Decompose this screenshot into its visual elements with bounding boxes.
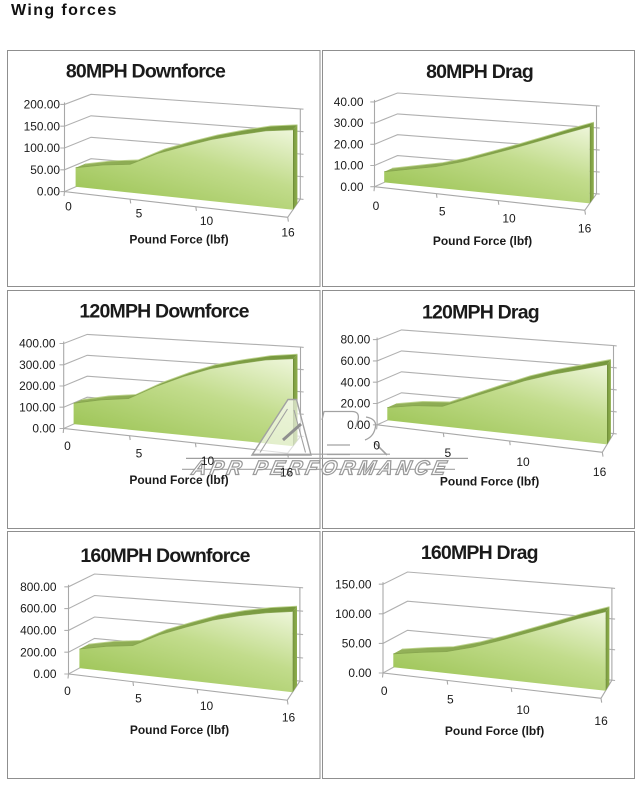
svg-text:160MPH Downforce: 160MPH Downforce xyxy=(80,545,250,567)
svg-text:16: 16 xyxy=(578,222,592,236)
svg-text:400.00: 400.00 xyxy=(19,337,56,351)
svg-text:5: 5 xyxy=(136,447,143,461)
svg-text:5: 5 xyxy=(439,204,446,218)
svg-text:5: 5 xyxy=(135,692,142,706)
svg-text:16: 16 xyxy=(280,466,294,480)
svg-text:600.00: 600.00 xyxy=(20,602,57,616)
svg-text:30.00: 30.00 xyxy=(334,116,364,130)
svg-text:0.00: 0.00 xyxy=(347,418,371,432)
svg-text:Pound Force (lbf): Pound Force (lbf) xyxy=(445,724,544,738)
svg-text:100.00: 100.00 xyxy=(335,607,372,621)
svg-text:120MPH Downforce: 120MPH Downforce xyxy=(79,301,249,323)
svg-text:20.00: 20.00 xyxy=(341,397,371,411)
svg-text:40.00: 40.00 xyxy=(341,375,371,389)
svg-text:APR PERFORMANCE: APR PERFORMANCE xyxy=(189,458,452,480)
svg-text:100.00: 100.00 xyxy=(19,400,56,414)
svg-text:10: 10 xyxy=(200,214,214,228)
svg-text:80MPH Drag: 80MPH Drag xyxy=(426,61,533,83)
svg-text:100.00: 100.00 xyxy=(24,141,61,155)
svg-text:120MPH Drag: 120MPH Drag xyxy=(422,302,539,324)
svg-text:50.00: 50.00 xyxy=(30,163,60,177)
svg-text:400.00: 400.00 xyxy=(20,624,57,638)
svg-text:60.00: 60.00 xyxy=(341,354,371,368)
svg-text:0: 0 xyxy=(64,684,71,698)
svg-text:40.00: 40.00 xyxy=(334,95,364,109)
svg-text:16: 16 xyxy=(594,714,608,728)
svg-text:10: 10 xyxy=(502,212,516,226)
svg-text:200.00: 200.00 xyxy=(20,645,57,659)
svg-text:0.00: 0.00 xyxy=(348,666,372,680)
svg-text:0: 0 xyxy=(373,438,380,452)
svg-text:0: 0 xyxy=(373,199,380,213)
svg-text:80MPH Downforce: 80MPH Downforce xyxy=(66,61,226,83)
svg-text:0: 0 xyxy=(65,200,72,214)
svg-text:800.00: 800.00 xyxy=(20,580,57,594)
svg-text:200.00: 200.00 xyxy=(19,379,56,393)
svg-text:10.00: 10.00 xyxy=(334,159,364,173)
svg-text:0.00: 0.00 xyxy=(37,185,61,199)
svg-text:10: 10 xyxy=(200,699,214,713)
svg-text:10: 10 xyxy=(516,455,530,469)
svg-text:Pound Force (lbf): Pound Force (lbf) xyxy=(129,233,228,247)
svg-text:150.00: 150.00 xyxy=(335,577,372,591)
svg-text:Pound Force (lbf): Pound Force (lbf) xyxy=(433,234,532,248)
svg-text:5: 5 xyxy=(445,446,452,460)
svg-text:Pound Force (lbf): Pound Force (lbf) xyxy=(440,475,539,489)
svg-text:10: 10 xyxy=(201,454,215,468)
svg-text:0: 0 xyxy=(64,439,71,453)
svg-text:50.00: 50.00 xyxy=(342,637,372,651)
svg-text:200.00: 200.00 xyxy=(24,98,61,112)
svg-text:5: 5 xyxy=(447,693,454,707)
svg-text:80.00: 80.00 xyxy=(341,333,371,347)
svg-text:160MPH Drag: 160MPH Drag xyxy=(421,542,538,564)
svg-text:150.00: 150.00 xyxy=(24,119,61,133)
svg-text:0.00: 0.00 xyxy=(32,422,56,436)
svg-text:Pound Force (lbf): Pound Force (lbf) xyxy=(129,473,228,487)
svg-text:10: 10 xyxy=(516,703,530,717)
svg-text:20.00: 20.00 xyxy=(334,137,364,151)
svg-text:16: 16 xyxy=(282,711,296,725)
svg-text:0.00: 0.00 xyxy=(33,667,57,681)
svg-text:0: 0 xyxy=(381,684,388,698)
svg-text:0.00: 0.00 xyxy=(340,180,364,194)
svg-text:Pound Force (lbf): Pound Force (lbf) xyxy=(130,723,229,737)
svg-text:16: 16 xyxy=(593,465,607,479)
svg-text:5: 5 xyxy=(136,207,143,221)
svg-text:16: 16 xyxy=(281,226,295,240)
svg-text:300.00: 300.00 xyxy=(19,358,56,372)
